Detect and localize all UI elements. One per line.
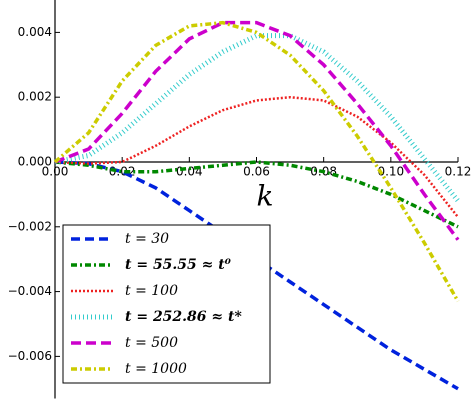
legend-label: t = 1000 (125, 361, 187, 377)
legend-label: t = 100 (125, 283, 178, 299)
legend-label: t = 30 (125, 231, 169, 247)
legend-box (62, 224, 271, 384)
y-tick-label: 0.004 (18, 25, 52, 39)
series-line (54, 160, 459, 229)
series-line (53, 20, 460, 303)
x-tick-label: 0.06 (243, 164, 270, 178)
legend-label: t = 500 (125, 335, 178, 351)
x-tick-label: 0.10 (377, 164, 404, 178)
y-tick-label: −0.002 (8, 219, 52, 233)
series-line (54, 20, 460, 241)
y-tick-label: −0.004 (8, 284, 52, 298)
x-tick-label: 0.00 (42, 164, 69, 178)
y-tick-label: 0.000 (18, 154, 52, 168)
y-tick-label: 0.002 (18, 90, 52, 104)
x-axis-label: k (257, 180, 274, 213)
legend-label: t = 252.86 ≈ t* (125, 309, 242, 325)
legend-label: t = 55.55 ≈ t⁰ (125, 257, 231, 273)
y-tick-label: −0.006 (8, 349, 52, 363)
x-tick-label: 0.12 (445, 164, 472, 178)
